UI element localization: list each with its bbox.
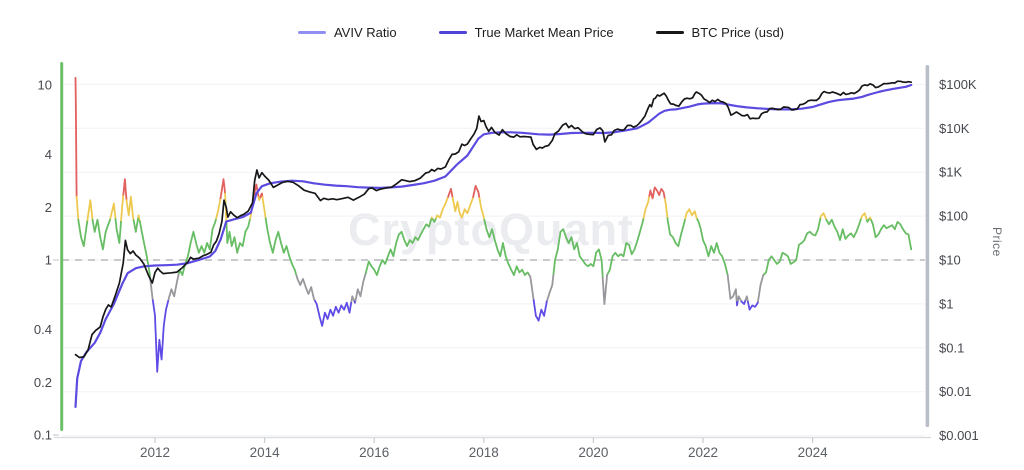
time-axis-tick: 2020 <box>578 445 608 460</box>
price-axis-bar <box>925 65 930 427</box>
aviv-ratio-line-very-low <box>151 299 759 373</box>
btc-price-line <box>74 80 913 359</box>
legend-swatch-true-market-mean-price <box>438 30 467 34</box>
time-axis-tick: 2012 <box>140 445 170 460</box>
legend-label: AVIV Ratio <box>333 24 397 40</box>
series-lines <box>74 76 913 408</box>
time-axis-tick: 2024 <box>798 445 829 460</box>
chart-legend: AVIV Ratio True Market Mean Price BTC Pric… <box>0 22 1024 42</box>
aviv-ratio-line-high <box>75 192 873 225</box>
legend-swatch-aviv-ratio <box>297 30 326 34</box>
legend-swatch-btc-price-usd <box>655 30 684 34</box>
axis-tick-labels: 10 4 2 1 0.4 0.2 0.1 $100K $10K $1K $100 $10 $1 $0.1 $… <box>34 77 979 460</box>
aviv-ratio-line-neutral <box>77 217 913 279</box>
time-axis-tick: 2022 <box>688 445 718 460</box>
price-axis-title: Price <box>990 227 1004 257</box>
time-axis-tick: 2014 <box>250 445 281 460</box>
price-axis-tick: $1K <box>939 165 962 180</box>
ratio-axis-tick: 10 <box>38 78 52 93</box>
ratio-axis-tick: 0.2 <box>34 375 52 390</box>
price-axis-tick: $10K <box>939 121 970 136</box>
legend-item-aviv-ratio[interactable]: AVIV Ratio <box>297 24 397 40</box>
price-axis-tick: $100K <box>939 77 977 92</box>
legend-item-true-market-mean-price[interactable]: True Market Mean Price <box>438 24 614 40</box>
ratio-axis-bar <box>60 62 64 431</box>
aviv-ratio-line-very-high <box>74 76 666 201</box>
price-axis-tick: $0.1 <box>939 340 964 355</box>
price-axis-tick: $0.01 <box>939 384 972 399</box>
axis-lines <box>53 62 931 443</box>
price-axis-tick: $10 <box>939 253 961 268</box>
aviv-ratio-line-low <box>149 273 765 305</box>
legend-item-btc-price-usd[interactable]: BTC Price (usd) <box>655 24 785 40</box>
ratio-axis-tick: 4 <box>45 147 52 162</box>
ratio-axis-tick: 0.4 <box>34 322 52 337</box>
price-axis-tick: $0.001 <box>939 428 979 443</box>
ratio-axis-tick: 1 <box>45 253 52 268</box>
ratio-axis-tick: 2 <box>45 200 52 215</box>
time-axis-tick: 2016 <box>359 445 389 460</box>
ratio-axis-tick: 0.1 <box>34 428 52 443</box>
price-axis-tick: $1 <box>939 296 953 311</box>
legend-label: True Market Mean Price <box>474 24 614 40</box>
price-axis-tick: $100 <box>939 209 968 224</box>
legend-label: BTC Price (usd) <box>691 24 785 40</box>
time-axis-tick: 2018 <box>469 445 499 460</box>
